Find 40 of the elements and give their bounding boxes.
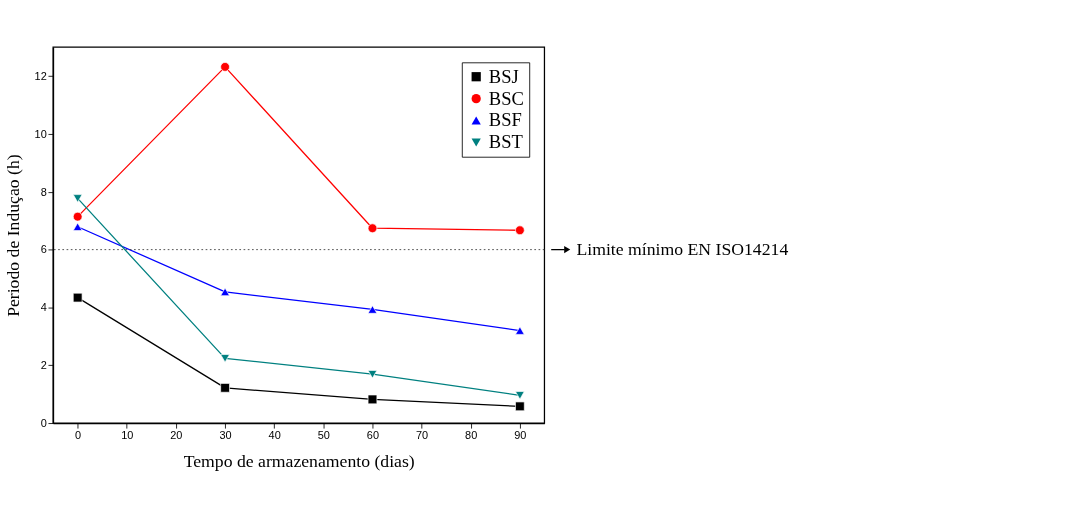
x-tick-label: 90 <box>514 428 527 441</box>
point <box>515 326 525 335</box>
point <box>220 354 230 363</box>
point <box>220 383 230 393</box>
x-tick-label: 10 <box>121 428 134 441</box>
legend-label: BSJ <box>488 65 519 87</box>
y-tick-label: 12 <box>34 69 47 82</box>
point <box>367 370 378 379</box>
x-axis-title: Tempo de armazenamento (dias) <box>183 451 415 472</box>
y-axis-title: Periodo de Induçao (h) <box>3 154 24 317</box>
point <box>367 394 378 405</box>
point <box>72 222 83 231</box>
point <box>515 391 525 400</box>
legend-label: BST <box>488 131 524 153</box>
x-tick-label: 0 <box>75 428 82 441</box>
point <box>72 211 83 222</box>
x-tick-label: 20 <box>170 428 183 441</box>
point <box>72 194 83 203</box>
y-tick-label: 2 <box>40 359 47 372</box>
point <box>220 62 230 72</box>
point <box>367 305 378 314</box>
x-tick-label: 80 <box>465 428 478 441</box>
point <box>72 292 83 303</box>
x-tick-label: 40 <box>268 428 281 441</box>
x-tick-label: 50 <box>317 428 330 441</box>
ref-line-label: Limite mínimo EN ISO14214 <box>576 238 789 259</box>
point <box>515 225 525 235</box>
y-tick-label: 0 <box>40 416 47 429</box>
point <box>515 401 525 412</box>
x-tick-label: 70 <box>415 428 429 441</box>
point <box>367 223 378 233</box>
y-tick-label: 10 <box>34 127 47 140</box>
legend-label: BSC <box>488 87 524 109</box>
y-tick-label: 8 <box>40 185 47 198</box>
point <box>220 287 230 297</box>
y-tick-label: 4 <box>40 301 47 314</box>
y-tick-label: 6 <box>40 243 47 256</box>
legend-label: BSF <box>488 109 522 131</box>
x-tick-label: 30 <box>219 428 232 441</box>
x-tick-label: 60 <box>366 428 379 441</box>
